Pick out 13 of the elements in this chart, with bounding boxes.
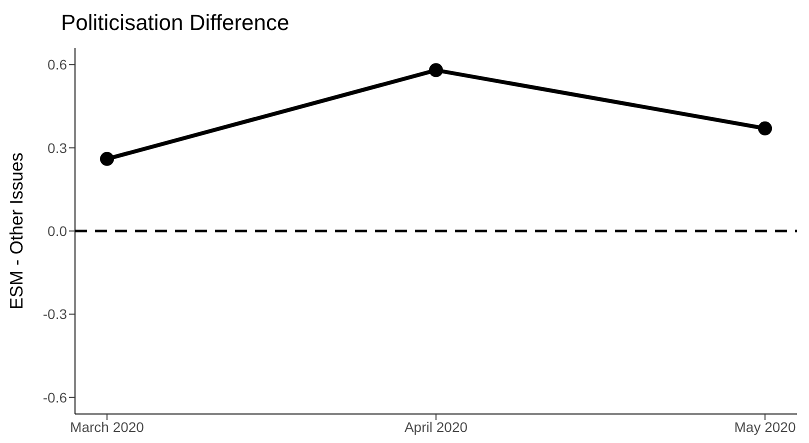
x-tick-label: May 2020 (734, 418, 796, 435)
y-tick-label: 0.3 (48, 140, 68, 156)
y-tick-label: 0.0 (48, 222, 68, 239)
x-tick-label: March 2020 (70, 418, 144, 435)
y-tick-label: -0.6 (42, 389, 68, 406)
y-axis-title: ESM - Other Issues (6, 152, 26, 310)
y-tick-label: -0.3 (42, 306, 68, 322)
point (100, 152, 114, 166)
point (429, 63, 443, 78)
chart-title: Politicisation Difference (61, 10, 290, 36)
x-tick-label: April 2020 (404, 418, 468, 435)
y-tick-label: 0.6 (48, 56, 68, 73)
point (758, 121, 772, 136)
